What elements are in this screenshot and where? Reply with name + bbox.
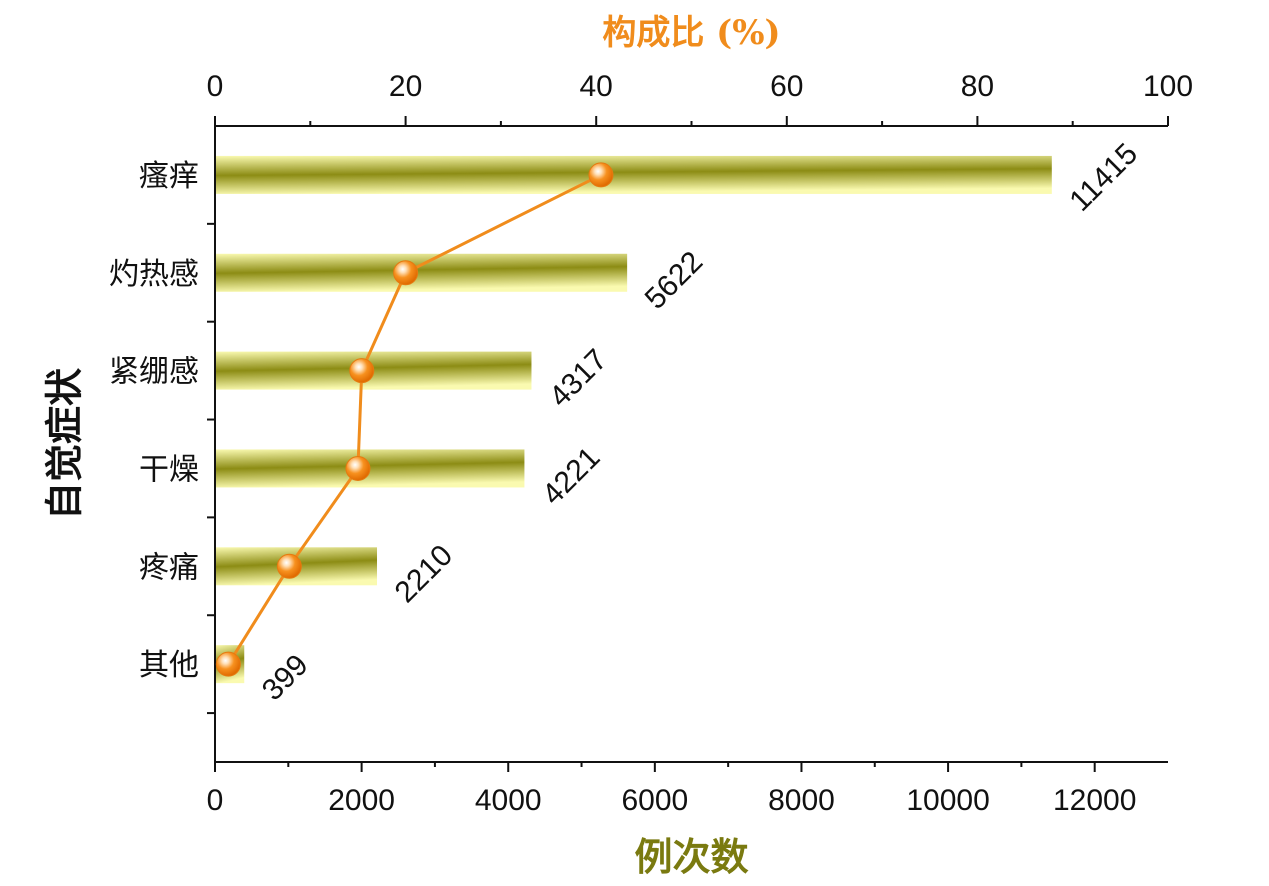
percent-marker-0 (588, 162, 614, 188)
category-label-3: 干燥 (139, 452, 199, 487)
x-tick-label-6: 12000 (1053, 784, 1136, 817)
top-tick-label-3: 60 (770, 70, 803, 103)
labels-group: 11415 5622 4317 4221 2210 399 (256, 137, 1144, 707)
x-axis-title: 例次数 (634, 834, 748, 879)
top-axis-title: 构成比 (%) (602, 13, 780, 53)
x-tick-label-0: 0 (207, 784, 224, 817)
x-tick-label-3: 6000 (621, 784, 688, 817)
top-tick-label-1: 20 (389, 70, 422, 103)
category-label-1: 灼热感 (109, 257, 199, 292)
percent-marker-1 (393, 260, 419, 286)
category-label-2: 紧绷感 (109, 355, 199, 390)
x-tick-label-1: 2000 (328, 784, 395, 817)
value-label-2: 4317 (543, 343, 614, 414)
x-tick-label-4: 8000 (768, 784, 835, 817)
axes-group: 0 2000 4000 6000 8000 10000 12000 0 20 40 60 80 100 瘙… (109, 70, 1193, 817)
value-label-1: 5622 (639, 245, 710, 316)
percent-line (227, 173, 602, 665)
bar-0 (215, 155, 1052, 194)
top-tick-label-4: 80 (961, 70, 994, 103)
x-tick-label-5: 10000 (906, 784, 989, 817)
top-tick-label-5: 100 (1143, 70, 1193, 103)
percent-line-group (215, 162, 614, 677)
value-label-5: 399 (256, 648, 315, 707)
percent-marker-2 (349, 358, 375, 384)
percent-marker-3 (345, 455, 371, 481)
bar-1 (215, 253, 628, 292)
y-axis-title: 自觉症状 (42, 367, 87, 520)
top-tick-label-2: 40 (580, 70, 613, 103)
percent-marker-4 (276, 553, 302, 579)
percent-marker-5 (215, 651, 241, 677)
category-label-5: 其他 (139, 648, 199, 683)
value-label-0: 11415 (1063, 137, 1144, 218)
top-tick-label-0: 0 (207, 70, 224, 103)
value-label-4: 2210 (389, 539, 460, 610)
bars-group (215, 155, 1052, 684)
category-label-0: 瘙痒 (139, 159, 199, 194)
value-label-3: 4221 (536, 441, 607, 512)
category-label-4: 疼痛 (139, 550, 199, 585)
x-tick-label-2: 4000 (475, 784, 542, 817)
